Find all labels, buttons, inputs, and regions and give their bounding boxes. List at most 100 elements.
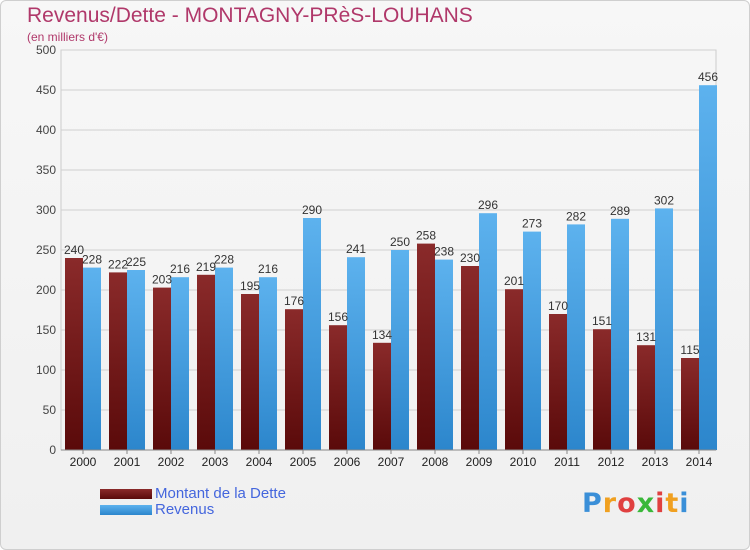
bar-dette-2000	[65, 258, 83, 450]
value-label-dette-2010: 201	[504, 274, 524, 288]
y-tick-label: 300	[36, 203, 56, 217]
x-tick-label-2002: 2002	[158, 455, 185, 469]
x-tick-label-2006: 2006	[334, 455, 361, 469]
value-label-dette-2001: 222	[108, 257, 128, 271]
x-tick-label-2013: 2013	[642, 455, 669, 469]
y-tick-label: 350	[36, 163, 56, 177]
y-tick-label: 50	[43, 403, 57, 417]
y-axis: 0 50 100 150 200 250 300 350 400 450 500	[36, 43, 56, 457]
x-tick-label-2001: 2001	[114, 455, 141, 469]
value-label-revenus-2013: 302	[654, 193, 674, 207]
value-label-revenus-2000: 228	[82, 253, 102, 267]
value-label-revenus-2006: 241	[346, 242, 366, 256]
value-label-revenus-2002: 216	[170, 262, 190, 276]
bar-revenus-2001	[127, 270, 145, 450]
bar-dette-2011	[549, 314, 567, 450]
bar-dette-2003	[197, 274, 215, 450]
bar-revenus-2003	[215, 267, 233, 450]
x-tick-label-2008: 2008	[422, 455, 449, 469]
proxiti-logo: Proxiti	[582, 488, 690, 519]
value-label-dette-2006: 156	[328, 310, 348, 324]
bar-revenus-2013	[655, 208, 673, 450]
logo-letter: x	[636, 488, 656, 519]
logo-letter: o	[617, 488, 637, 519]
value-label-dette-2013: 131	[636, 330, 656, 344]
value-label-revenus-2007: 250	[390, 235, 410, 249]
bar-revenus-2002	[171, 277, 189, 450]
bar-revenus-2012	[611, 218, 629, 450]
x-tick-label-2000: 2000	[70, 455, 97, 469]
value-label-revenus-2012: 289	[610, 204, 630, 218]
x-tick-label-2005: 2005	[290, 455, 317, 469]
bar-revenus-2007	[391, 250, 409, 450]
legend-label-dette: Montant de la Dette	[155, 485, 286, 502]
x-tick-label-2010: 2010	[510, 455, 537, 469]
chart-title: Revenus/Dette - MONTAGNY-PRèS-LOUHANS	[27, 4, 473, 27]
value-label-dette-2003: 219	[196, 260, 216, 274]
y-tick-label: 400	[36, 123, 56, 137]
value-label-dette-2008: 258	[416, 229, 436, 243]
bar-dette-2007	[373, 342, 391, 450]
x-axis: 2000 2001 2002 2003 2004 2005 2006 2007 2008 2009…	[61, 449, 716, 469]
value-label-revenus-2011: 282	[566, 209, 586, 223]
logo-letter: r	[602, 488, 618, 519]
value-label-dette-2014: 115	[680, 343, 699, 357]
value-label-revenus-2005: 290	[302, 203, 322, 217]
y-tick-label: 250	[36, 243, 56, 257]
bar-revenus-2005	[303, 218, 321, 450]
value-label-dette-2012: 151	[592, 314, 612, 328]
bar-revenus-2004	[259, 277, 277, 450]
y-tick-label: 100	[36, 363, 56, 377]
value-label-revenus-2008: 238	[434, 245, 454, 259]
bar-revenus-2010	[523, 231, 541, 450]
logo-letter: i	[655, 488, 666, 519]
logo-letter: i	[679, 488, 690, 519]
legend-swatch-dette	[100, 489, 152, 499]
bar-dette-2004	[241, 294, 259, 450]
bar-dette-2009	[461, 266, 479, 450]
x-tick-label-2011: 2011	[554, 455, 580, 469]
x-tick-label-2007: 2007	[378, 455, 405, 469]
y-tick-label: 200	[36, 283, 56, 297]
value-label-revenus-2001: 225	[126, 255, 146, 269]
value-label-revenus-2009: 296	[478, 198, 498, 212]
legend-swatch-revenus	[100, 505, 152, 515]
value-label-revenus-2010: 273	[522, 217, 542, 231]
y-tick-label: 0	[49, 443, 56, 457]
value-label-dette-2004: 195	[240, 279, 260, 293]
chart-subtitle: (en milliers d'€)	[27, 30, 108, 44]
value-label-dette-2009: 230	[460, 251, 480, 265]
bar-dette-2001	[109, 272, 127, 450]
x-tick-label-2012: 2012	[598, 455, 625, 469]
y-tick-label: 150	[36, 323, 56, 337]
value-label-revenus-2014: 456	[698, 70, 718, 84]
bar-dette-2008	[417, 243, 435, 450]
bars	[65, 85, 717, 450]
value-label-revenus-2003: 228	[214, 253, 234, 267]
y-tick-label: 500	[36, 43, 56, 57]
logo-letter: t	[665, 488, 680, 519]
value-label-dette-2007: 134	[372, 328, 392, 342]
logo-letter: P	[582, 488, 603, 519]
bar-dette-2012	[593, 329, 611, 450]
bar-revenus-2006	[347, 257, 365, 450]
bar-revenus-2000	[83, 267, 101, 450]
bar-dette-2006	[329, 325, 347, 450]
bar-revenus-2008	[435, 259, 453, 450]
bar-revenus-2011	[567, 224, 585, 450]
value-label-dette-2005: 176	[284, 294, 304, 308]
value-label-revenus-2004: 216	[258, 262, 278, 276]
bar-revenus-2009	[479, 213, 497, 450]
bar-dette-2010	[505, 289, 523, 450]
bar-revenus-2014	[699, 85, 717, 450]
bar-dette-2002	[153, 287, 171, 450]
x-tick-label-2014: 2014	[686, 455, 713, 469]
value-label-dette-2002: 203	[152, 273, 172, 287]
legend-label-revenus: Revenus	[155, 501, 215, 518]
bar-dette-2014	[681, 358, 699, 450]
value-label-dette-2011: 170	[548, 299, 568, 313]
y-tick-label: 450	[36, 83, 56, 97]
bar-dette-2013	[637, 345, 655, 450]
